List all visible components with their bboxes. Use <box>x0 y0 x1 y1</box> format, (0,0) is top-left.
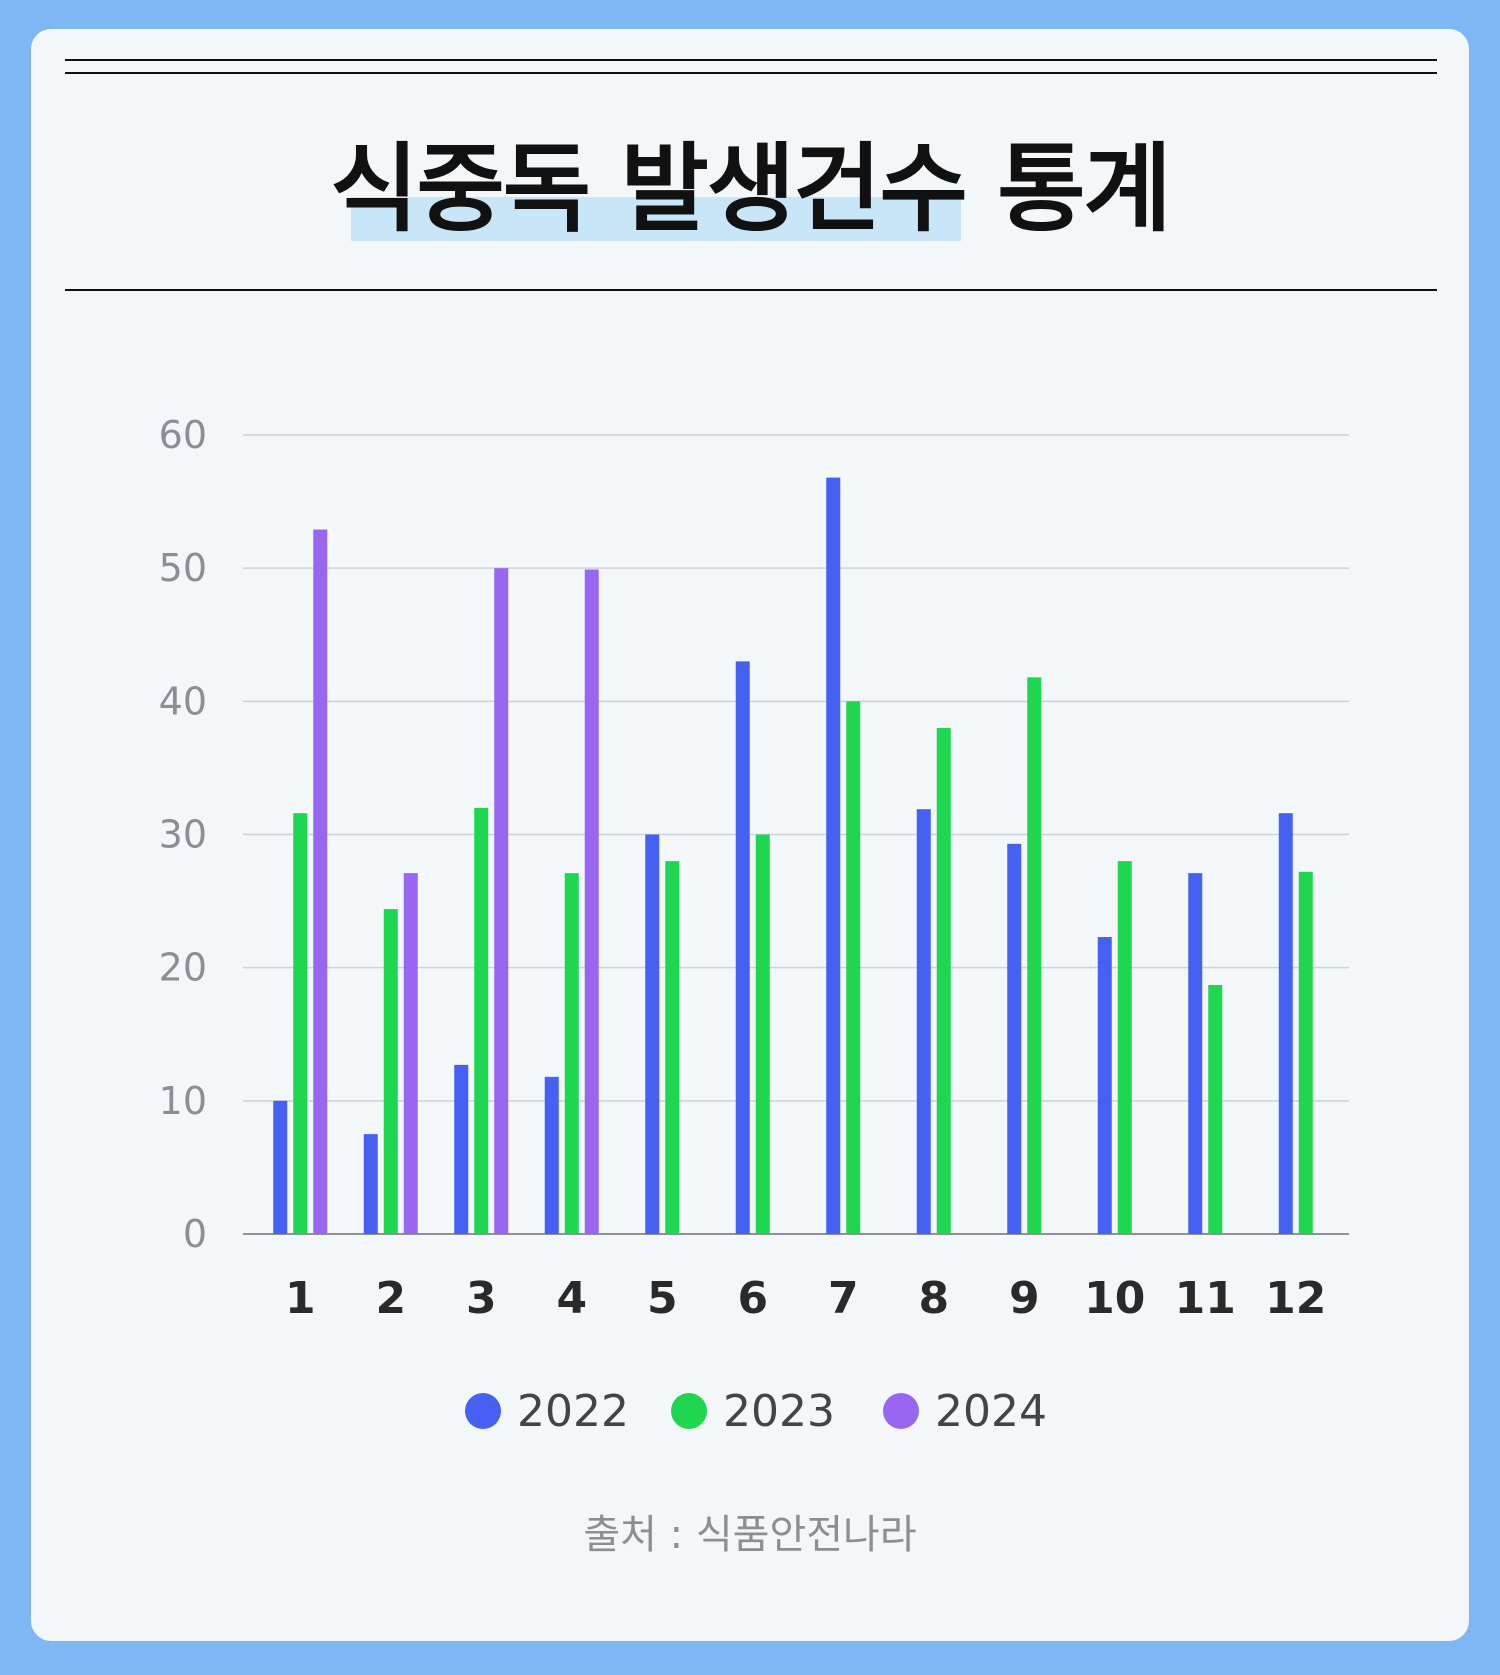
legend-swatch <box>671 1393 707 1429</box>
page-title: 식중독 발생건수 통계 <box>330 133 1172 245</box>
bar-2022-5 <box>645 834 660 1234</box>
bar-2022-1 <box>273 1100 288 1234</box>
bar-2024-1 <box>313 529 328 1234</box>
card: 식중독 발생건수 통계 0 10 20 30 40 50 60 1 2 3 4 5 6 7 8 9 10 11 1… <box>31 29 1469 1641</box>
bar-2023-6 <box>755 834 770 1234</box>
y-tick-label: 40 <box>159 679 207 723</box>
y-axis-ticks: 0 10 20 30 40 50 60 <box>159 413 207 1256</box>
x-tick-label: 2 <box>375 1273 406 1324</box>
bar-2022-2 <box>363 1134 378 1234</box>
grid-lines <box>243 434 1349 1235</box>
bars <box>273 477 1313 1234</box>
y-tick-label: 30 <box>159 813 207 857</box>
x-axis-ticks: 1 2 3 4 5 6 7 8 9 10 11 12 <box>285 1273 1326 1324</box>
legend-label: 2022 <box>517 1386 629 1437</box>
title-rule <box>65 289 1437 291</box>
y-tick-label: 20 <box>159 946 207 990</box>
y-tick-label: 10 <box>159 1079 207 1123</box>
source-note: 출처 : 식품안전나라 <box>583 1512 917 1558</box>
bar-2024-4 <box>584 569 599 1234</box>
y-tick-label: 60 <box>159 413 207 457</box>
bar-2022-10 <box>1097 937 1112 1234</box>
bar-2022-9 <box>1007 843 1022 1234</box>
bar-2024-3 <box>494 568 509 1234</box>
bar-2023-3 <box>474 807 489 1234</box>
y-tick-label: 50 <box>159 546 207 590</box>
bar-2023-10 <box>1117 861 1132 1234</box>
x-tick-label: 11 <box>1175 1273 1236 1324</box>
x-tick-label: 10 <box>1084 1273 1145 1324</box>
top-rule-2 <box>65 72 1437 74</box>
legend-swatch <box>465 1393 501 1429</box>
legend: 2022 2023 2024 <box>465 1386 1047 1437</box>
x-tick-label: 5 <box>647 1273 678 1324</box>
bar-2024-2 <box>403 873 418 1234</box>
bar-2023-1 <box>293 813 308 1234</box>
x-tick-label: 1 <box>285 1273 316 1324</box>
legend-item-2023: 2023 <box>671 1386 835 1437</box>
bar-2023-4 <box>564 873 579 1234</box>
bar-2022-7 <box>826 477 841 1234</box>
x-tick-label: 12 <box>1265 1273 1326 1324</box>
bar-2023-11 <box>1208 984 1223 1234</box>
x-tick-label: 3 <box>466 1273 497 1324</box>
x-tick-label: 7 <box>828 1273 859 1324</box>
bar-2023-12 <box>1298 871 1313 1234</box>
y-tick-label: 0 <box>183 1212 207 1256</box>
legend-item-2022: 2022 <box>465 1386 629 1437</box>
legend-swatch <box>883 1393 919 1429</box>
bar-2023-9 <box>1027 677 1042 1234</box>
bar-2022-11 <box>1188 873 1203 1234</box>
bar-2023-2 <box>383 909 398 1234</box>
x-tick-label: 6 <box>737 1273 768 1324</box>
legend-label: 2023 <box>723 1386 835 1437</box>
x-tick-label: 8 <box>918 1273 949 1324</box>
bar-2023-7 <box>846 701 861 1234</box>
legend-item-2024: 2024 <box>883 1386 1047 1437</box>
bar-2022-12 <box>1278 813 1293 1234</box>
bar-2022-6 <box>735 661 750 1234</box>
title-highlight <box>351 197 961 241</box>
bar-2023-5 <box>665 861 680 1234</box>
legend-label: 2024 <box>935 1386 1047 1437</box>
bar-2023-8 <box>936 727 951 1234</box>
x-tick-label: 9 <box>1009 1273 1040 1324</box>
bar-2022-3 <box>454 1064 469 1234</box>
x-tick-label: 4 <box>556 1273 587 1324</box>
bar-2022-4 <box>544 1076 559 1234</box>
top-rule <box>65 59 1437 61</box>
bar-2022-8 <box>916 809 931 1234</box>
